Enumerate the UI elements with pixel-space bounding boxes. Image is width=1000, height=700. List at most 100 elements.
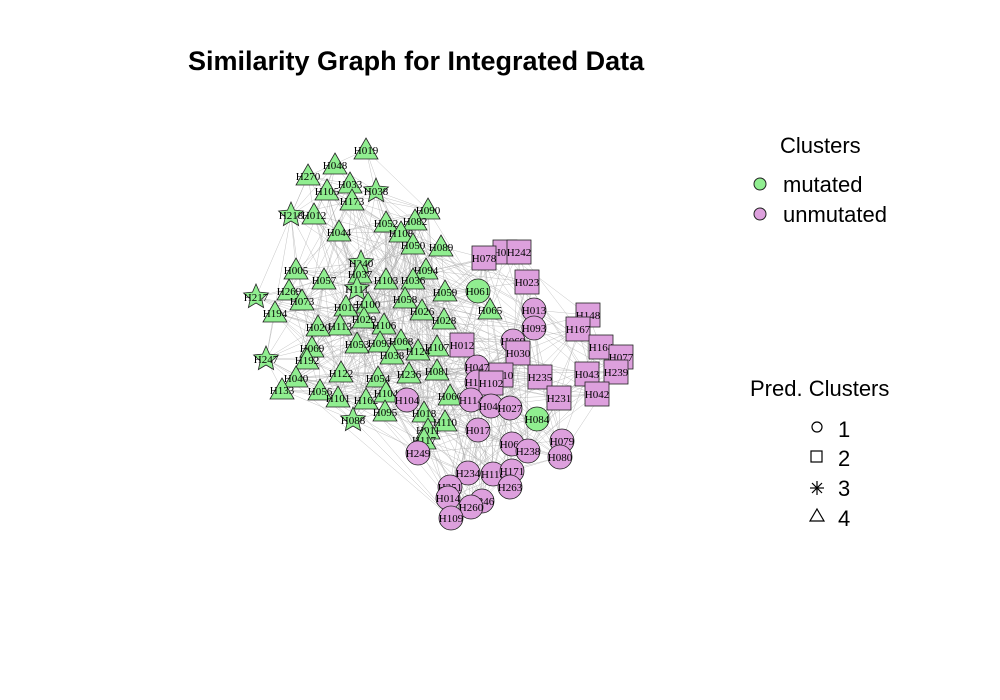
node-label: H056: [308, 386, 333, 398]
node-triangle-shape: [353, 387, 379, 410]
graph-node: H065: [477, 297, 503, 320]
node-label: H042: [585, 389, 609, 401]
graph-node: H036: [400, 267, 426, 290]
node-label: H103: [374, 275, 399, 287]
node-label: H167: [566, 324, 591, 336]
graph-edge: [383, 319, 445, 326]
node-label: H173: [340, 196, 365, 208]
node-label: H093: [368, 338, 393, 350]
node-label: H162: [354, 395, 378, 407]
pred-legend-label-1: 1: [838, 417, 850, 442]
node-label: H018: [412, 408, 437, 420]
graph-node: H107: [424, 334, 450, 357]
node-star-shape: [277, 200, 305, 227]
node-label: H110: [433, 417, 458, 429]
node-label: H100: [356, 299, 381, 311]
graph-node: H101: [325, 385, 351, 408]
graph-edge: [265, 354, 393, 360]
node-label: H247: [254, 354, 279, 366]
graph-edge: [500, 281, 528, 376]
node-label: H029: [352, 314, 377, 326]
node-label: H218: [279, 210, 304, 222]
node-label: H069: [300, 343, 325, 355]
node-label: H249: [406, 448, 431, 460]
graph-edge: [311, 279, 325, 349]
node-label: H095: [373, 407, 398, 419]
node-label: H030: [506, 348, 531, 360]
node-triangle-shape: [322, 152, 348, 175]
graph-edge: [319, 390, 387, 394]
graph-edge: [274, 303, 369, 314]
node-triangle-shape: [409, 298, 435, 321]
graph-node: H068: [388, 328, 414, 351]
node-triangle-shape: [289, 288, 315, 311]
node-label: H073: [290, 296, 315, 308]
node-label: H017: [466, 425, 491, 437]
graph-node: H122: [328, 360, 354, 383]
node-label: H239: [604, 367, 629, 379]
clusters-legend: Clusters mutated unmutated: [753, 133, 887, 227]
node-triangle-shape: [307, 378, 333, 401]
graph-edge: [255, 175, 309, 298]
graph-edge: [352, 419, 452, 519]
node-triangle-shape: [388, 220, 414, 243]
graph-node: H018: [411, 400, 437, 423]
graph-node: H235: [527, 364, 553, 390]
node-label: H260: [459, 502, 484, 514]
graph-node: H046: [478, 393, 504, 419]
graph-node: H026: [409, 298, 435, 321]
node-label: H093: [522, 323, 547, 335]
chart-title: Similarity Graph for Integrated Data: [188, 46, 645, 76]
node-triangle-shape: [333, 294, 359, 317]
node-circle-shape: [465, 417, 491, 443]
node-triangle-shape: [371, 312, 397, 335]
graph-edge: [483, 257, 514, 342]
node-triangle-shape: [373, 267, 399, 290]
node-label: H033: [338, 179, 363, 191]
node-triangle-shape: [327, 313, 353, 336]
node-triangle-shape: [428, 234, 454, 257]
graph-edge: [326, 190, 429, 211]
node-star-shape: [362, 176, 390, 203]
node-label: H192: [295, 355, 319, 367]
node-square-shape: [514, 269, 540, 295]
graph-edge: [417, 350, 425, 441]
node-label: H194: [263, 308, 288, 320]
graph-edge: [365, 149, 429, 211]
node-circle-shape: [515, 438, 541, 464]
node-circle-shape: [458, 494, 484, 520]
graph-edge: [317, 326, 514, 342]
node-label: H079: [550, 436, 575, 448]
node-triangle-shape: [283, 365, 309, 388]
node-label: H065: [478, 305, 503, 317]
graph-node: H106: [371, 312, 397, 335]
graph-edge: [427, 209, 479, 292]
node-circle-shape: [521, 315, 547, 341]
graph-node: H084: [524, 406, 550, 432]
node-label: H023: [515, 277, 540, 289]
pred-legend-label-4: 4: [838, 506, 850, 531]
graph-edge: [295, 262, 362, 271]
node-label: H028: [432, 315, 457, 327]
node-circle-shape: [465, 278, 491, 304]
graph-node: H109: [438, 505, 464, 531]
graph-node: H056: [307, 378, 333, 401]
node-circle-shape: [497, 395, 523, 421]
graph-node: H058: [392, 286, 418, 309]
node-label: H026: [410, 306, 435, 318]
graph-edge: [313, 214, 414, 281]
star-shape-icon: [810, 481, 824, 495]
graph-edge: [311, 310, 423, 349]
graph-node: H113: [327, 313, 353, 336]
graph-node: H005: [283, 257, 309, 280]
graph-node: H173: [339, 188, 365, 211]
graph-edge: [450, 407, 511, 519]
graph-edge: [326, 190, 347, 308]
node-label: H078: [472, 253, 497, 265]
node-label: H089: [429, 242, 454, 254]
node-square-shape: [565, 316, 591, 342]
graph-node: H020: [305, 314, 331, 337]
graph-node: H238: [515, 438, 541, 464]
node-label: H037: [348, 269, 373, 281]
